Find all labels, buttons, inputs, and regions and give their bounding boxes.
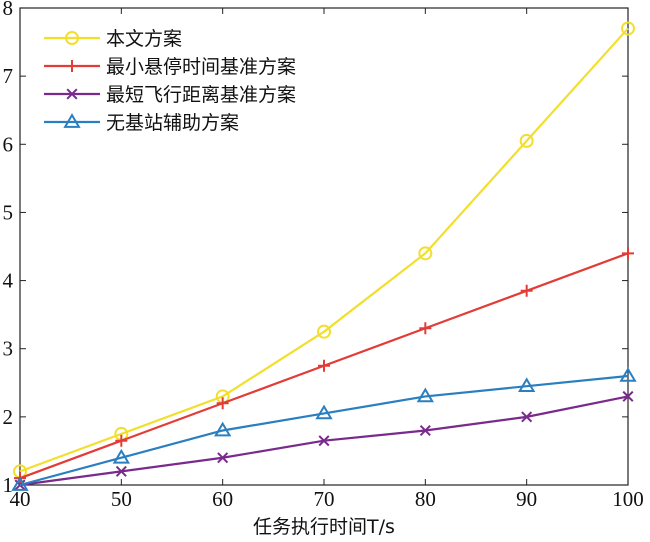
data-point bbox=[419, 424, 431, 436]
data-point bbox=[11, 476, 29, 491]
data-point bbox=[315, 404, 333, 420]
x-tick-label: 100 bbox=[612, 487, 644, 511]
data-point bbox=[622, 390, 634, 402]
legend-label: 无基站辅助方案 bbox=[106, 112, 239, 134]
y-tick-label: 1 bbox=[3, 473, 14, 497]
data-point bbox=[416, 387, 434, 403]
data-point bbox=[318, 435, 330, 447]
x-axis-title: 任务执行时间T/s bbox=[253, 516, 395, 538]
y-tick-label: 6 bbox=[3, 132, 14, 156]
data-point bbox=[521, 411, 533, 423]
series-layer bbox=[11, 21, 637, 491]
data-point bbox=[621, 21, 635, 36]
series-3 bbox=[11, 367, 637, 491]
data-point bbox=[318, 359, 330, 372]
x-tick-label: 80 bbox=[415, 487, 436, 511]
legend-label: 本文方案 bbox=[106, 28, 182, 50]
legend-marker bbox=[66, 60, 78, 72]
legend-marker bbox=[63, 113, 81, 128]
legend-marker bbox=[65, 31, 79, 45]
x-tick-label: 40 bbox=[10, 487, 31, 511]
legend-label: 最短飞行距离基准方案 bbox=[106, 84, 296, 106]
data-point bbox=[216, 397, 229, 410]
x-axis: 40 50 60 70 80 90 100 bbox=[10, 8, 644, 511]
data-point bbox=[520, 284, 533, 297]
x-tick-label: 60 bbox=[212, 487, 233, 511]
legend-item: 最小悬停时间基准方案 bbox=[44, 56, 296, 78]
data-point bbox=[419, 322, 432, 335]
x-tick-label: 90 bbox=[516, 487, 537, 511]
data-point bbox=[622, 247, 634, 260]
data-point bbox=[214, 421, 232, 437]
data-point bbox=[519, 133, 534, 148]
data-point bbox=[112, 448, 130, 464]
data-point bbox=[619, 367, 637, 382]
data-point bbox=[418, 246, 433, 261]
y-axis: 1 2 3 4 5 6 7 8 bbox=[3, 0, 628, 497]
x-tick-label: 50 bbox=[111, 487, 132, 511]
y-tick-label: 5 bbox=[3, 200, 14, 224]
data-point bbox=[115, 434, 128, 447]
data-point bbox=[115, 465, 127, 477]
series-line bbox=[19, 27, 629, 473]
y-tick-label: 2 bbox=[3, 405, 14, 429]
legend-item: 无基站辅助方案 bbox=[44, 112, 239, 134]
y-tick-label: 3 bbox=[3, 337, 14, 361]
data-point bbox=[317, 324, 331, 339]
y-tick-label: 4 bbox=[3, 269, 14, 293]
series-1 bbox=[14, 247, 634, 485]
data-point bbox=[217, 452, 229, 464]
series-line bbox=[19, 374, 629, 487]
data-point bbox=[518, 377, 536, 393]
legend-label: 最小悬停时间基准方案 bbox=[106, 56, 296, 78]
legend-item: 最短飞行距离基准方案 bbox=[44, 84, 296, 106]
legend-marker bbox=[66, 88, 78, 100]
y-tick-label: 7 bbox=[3, 64, 14, 88]
y-tick-label: 8 bbox=[3, 0, 14, 20]
legend-item: 本文方案 bbox=[44, 28, 182, 50]
x-tick-label: 70 bbox=[314, 487, 335, 511]
